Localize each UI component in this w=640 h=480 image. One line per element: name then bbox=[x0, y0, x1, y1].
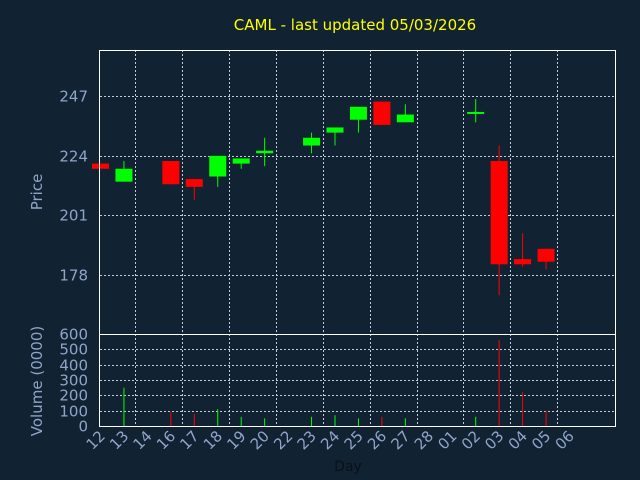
candle-body bbox=[349, 106, 367, 120]
price-axis-label: Price bbox=[28, 174, 46, 211]
candles bbox=[92, 99, 555, 296]
candle-body bbox=[490, 161, 508, 265]
day-tick-label: 28 bbox=[411, 427, 437, 453]
candle-body bbox=[303, 137, 321, 146]
day-tick-label: 23 bbox=[294, 427, 320, 453]
volume-panel-frame bbox=[99, 334, 616, 427]
day-tick-label: 14 bbox=[129, 427, 155, 453]
candle-body bbox=[514, 259, 532, 265]
candle-body bbox=[232, 158, 250, 164]
price-grid bbox=[100, 50, 615, 334]
price-tick-label: 201 bbox=[59, 207, 88, 225]
day-tick-label: 26 bbox=[364, 427, 390, 453]
day-tick-label: 04 bbox=[505, 427, 531, 453]
day-tick-label: 17 bbox=[176, 427, 202, 453]
day-tick-label: 18 bbox=[200, 427, 226, 453]
price-tick-label: 178 bbox=[59, 267, 88, 285]
volume-axis-label: Volume (0000) bbox=[28, 326, 46, 436]
candle-body bbox=[467, 111, 485, 114]
day-tick-label: 19 bbox=[223, 427, 249, 453]
candle-body bbox=[256, 150, 274, 154]
day-tick-label: 25 bbox=[341, 427, 367, 453]
price-tick-label: 247 bbox=[59, 88, 88, 106]
volume-tick-label: 200 bbox=[59, 387, 88, 405]
day-tick-label: 06 bbox=[552, 427, 578, 453]
day-axis-label: Day bbox=[334, 459, 362, 475]
day-tick-label: 05 bbox=[528, 427, 554, 453]
price-axis-ticks: 178 201 224 247 bbox=[59, 88, 88, 285]
candle-body bbox=[326, 127, 344, 133]
day-axis-ticks: 1213141617181920222324252627280102030405… bbox=[83, 427, 578, 453]
candle-body bbox=[396, 114, 414, 123]
day-tick-label: 13 bbox=[106, 427, 132, 453]
volume-tick-label: 100 bbox=[59, 403, 88, 421]
day-tick-label: 22 bbox=[270, 427, 296, 453]
volume-tick-label: 600 bbox=[59, 326, 88, 344]
candle-body bbox=[537, 248, 555, 262]
candle-body bbox=[162, 161, 180, 185]
chart-title: CAML - last updated 05/03/2026 bbox=[234, 16, 476, 34]
day-tick-label: 01 bbox=[434, 427, 460, 453]
volume-tick-label: 0 bbox=[78, 418, 88, 436]
candle-body bbox=[115, 168, 133, 182]
volume-grid bbox=[100, 334, 615, 426]
candle-body bbox=[209, 155, 227, 177]
candle-body bbox=[92, 163, 109, 169]
candle-body bbox=[185, 179, 203, 187]
day-tick-label: 16 bbox=[153, 427, 179, 453]
volume-tick-label: 500 bbox=[59, 341, 88, 359]
price-panel-frame bbox=[99, 50, 616, 335]
day-tick-label: 03 bbox=[481, 427, 507, 453]
candle-body bbox=[373, 101, 391, 125]
day-tick-label: 27 bbox=[387, 427, 413, 453]
day-tick-label: 20 bbox=[247, 427, 273, 453]
volume-bars bbox=[123, 340, 547, 426]
volume-tick-label: 400 bbox=[59, 357, 88, 375]
day-tick-label: 24 bbox=[317, 427, 343, 453]
day-tick-label: 02 bbox=[458, 427, 484, 453]
volume-tick-label: 300 bbox=[59, 372, 88, 390]
price-tick-label: 224 bbox=[59, 148, 88, 166]
